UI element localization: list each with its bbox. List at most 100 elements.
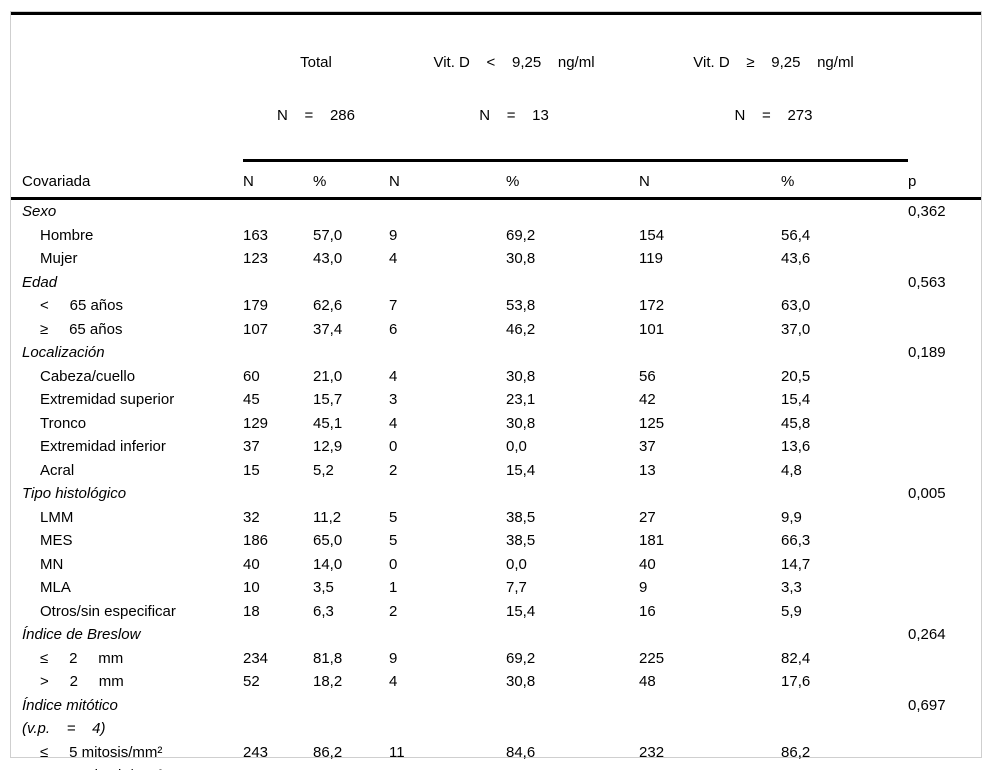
pct-vitd-high: 4,8 xyxy=(781,461,802,479)
col-header-n-total: N xyxy=(243,160,313,200)
covariate-category-label: Índice de Breslow xyxy=(22,626,141,643)
pct-total: 43,0 xyxy=(313,250,343,267)
table-frame: Total N = 286 Vit. D < 9,25 ng/ml N = 13… xyxy=(10,11,982,770)
n-total: 32 xyxy=(243,508,260,526)
pct-vitd-low: 53,8 xyxy=(506,297,536,314)
covariate-item-label: Mujer xyxy=(40,250,78,267)
pct-vitd-low: 0,0 xyxy=(506,438,527,455)
pct-total: 6,3 xyxy=(313,602,334,620)
pct-total: 21,0 xyxy=(313,367,343,385)
group-header-vitd-high: Vit. D ≥ 9,25 ng/ml N = 273 xyxy=(639,13,909,162)
covariate-item-label: Extremidad inferior xyxy=(40,438,166,455)
p-value xyxy=(908,412,981,436)
pct-vitd-high: 45,8 xyxy=(781,414,811,432)
table-row: LMM 32 11,2 5 38,5 27 9,9 xyxy=(11,506,981,530)
n-vitd-low: 11 xyxy=(389,743,405,761)
n-total: 18 xyxy=(243,602,260,620)
pct-total: 86,2 xyxy=(313,743,343,761)
table-row: Sexo 0,362 xyxy=(11,199,981,224)
p-value xyxy=(908,717,981,741)
pct-total: 11,2 xyxy=(313,508,342,526)
table-row: ≤ 2 mm 234 81,8 9 69,2 225 82,4 xyxy=(11,647,981,671)
table-row: Índice mitótico 0,697 xyxy=(11,694,981,718)
group-header-line: N = 286 xyxy=(277,107,355,124)
p-value: 0,563 xyxy=(908,273,946,291)
table-row: Edad 0,563 xyxy=(11,271,981,295)
n-total: 39 xyxy=(243,764,313,770)
table-row: ≤ 5 mitosis/mm² 243 86,2 11 84,6 232 86,2 xyxy=(11,741,981,765)
pct-vitd-low: 46,2 xyxy=(506,320,536,338)
n-vitd-high: 225 xyxy=(639,649,665,667)
pct-vitd-high: 56,4 xyxy=(781,226,811,244)
group-header-line: N = 13 xyxy=(479,107,549,124)
pct-vitd-high: 15,4 xyxy=(781,391,811,408)
covariate-item-label: Acral xyxy=(40,461,75,479)
p-value: 0,005 xyxy=(908,485,946,502)
n-vitd-low: 2 xyxy=(389,764,506,770)
table-row: MN 40 14,0 0 0,0 40 14,7 xyxy=(11,553,981,577)
table-row: Tronco 129 45,1 4 30,8 125 45,8 xyxy=(11,412,981,436)
table-row: ≥ 65 años 107 37,4 6 46,2 101 37,0 xyxy=(11,318,981,342)
covariate-item-label: Cabeza/cuello xyxy=(40,367,136,385)
col-header-pct-vitd-high: % xyxy=(781,160,909,200)
n-vitd-low: 4 xyxy=(389,414,398,432)
n-vitd-low: 2 xyxy=(389,461,398,479)
n-total: 10 xyxy=(243,579,260,596)
n-vitd-high: 172 xyxy=(639,297,665,314)
n-vitd-low: 0 xyxy=(389,555,398,573)
n-total: 123 xyxy=(243,250,269,267)
pct-vitd-high: 63,0 xyxy=(781,297,811,314)
n-total: 40 xyxy=(243,555,260,573)
col-header-pct-vitd-low: % xyxy=(506,160,640,200)
n-vitd-high: 181 xyxy=(639,532,665,549)
table-row: Otros/sin especificar 18 6,3 2 15,4 16 5,9 xyxy=(11,600,981,624)
n-vitd-high: 48 xyxy=(639,673,656,690)
pct-total: 37,4 xyxy=(313,320,343,338)
n-vitd-low: 3 xyxy=(389,391,398,408)
covariate-item-label: > 2 mm xyxy=(40,673,124,690)
table-row: > 2 mm 52 18,2 4 30,8 48 17,6 xyxy=(11,670,981,694)
pct-vitd-low: 30,8 xyxy=(506,250,536,267)
table-row: Extremidad inferior 37 12,9 0 0,0 37 13,6 xyxy=(11,435,981,459)
n-vitd-low: 9 xyxy=(389,226,398,244)
table-row: Acral 15 5,2 2 15,4 13 4,8 xyxy=(11,459,981,483)
p-value xyxy=(908,600,981,624)
p-value xyxy=(908,435,981,459)
covariate-category-label: Sexo xyxy=(22,203,57,220)
p-value xyxy=(908,529,981,553)
n-total: 163 xyxy=(243,226,269,244)
pct-vitd-low: 69,2 xyxy=(506,649,536,667)
pct-vitd-low: 84,6 xyxy=(506,743,536,761)
n-vitd-high: 119 xyxy=(639,250,663,267)
n-vitd-low: 0 xyxy=(389,438,398,455)
covariate-item-label: < 65 años xyxy=(40,297,123,314)
covariate-item-label: MES xyxy=(40,532,73,549)
pct-total: 5,2 xyxy=(313,461,334,479)
covariate-item-label: MN xyxy=(40,555,64,573)
pct-vitd-high: 20,5 xyxy=(781,367,811,385)
n-vitd-low: 6 xyxy=(389,320,398,338)
pct-total: 62,6 xyxy=(313,297,343,314)
pct-vitd-high: 13,6 xyxy=(781,438,811,455)
col-header-p: p xyxy=(908,160,982,200)
header-spacer xyxy=(11,14,243,161)
pct-vitd-low: 0,0 xyxy=(506,555,527,573)
n-total: 37 xyxy=(243,438,260,455)
covariate-item-label: ≤ 5 mitosis/mm² xyxy=(40,743,163,761)
table-row: Localización 0,189 xyxy=(11,341,981,365)
pct-vitd-low: 15,4 xyxy=(506,602,536,620)
n-vitd-low: 7 xyxy=(389,297,398,314)
pct-vitd-low: 30,8 xyxy=(506,367,536,385)
p-value xyxy=(908,764,981,770)
covariate-category-label: (v.p. = 4) xyxy=(22,720,106,737)
pct-vitd-high: 14,7 xyxy=(781,555,811,573)
pct-vitd-high: 66,3 xyxy=(781,532,811,549)
table-row: Mujer 123 43,0 4 30,8 119 43,6 xyxy=(11,247,981,271)
n-vitd-low: 4 xyxy=(389,673,398,690)
n-vitd-high: 37 xyxy=(639,764,781,770)
table-row: Extremidad superior 45 15,7 3 23,1 42 15,4 xyxy=(11,388,981,412)
table-row: Hombre 163 57,0 9 69,2 154 56,4 xyxy=(11,224,981,248)
p-value xyxy=(908,224,981,248)
group-header-line: N = 273 xyxy=(734,107,813,124)
